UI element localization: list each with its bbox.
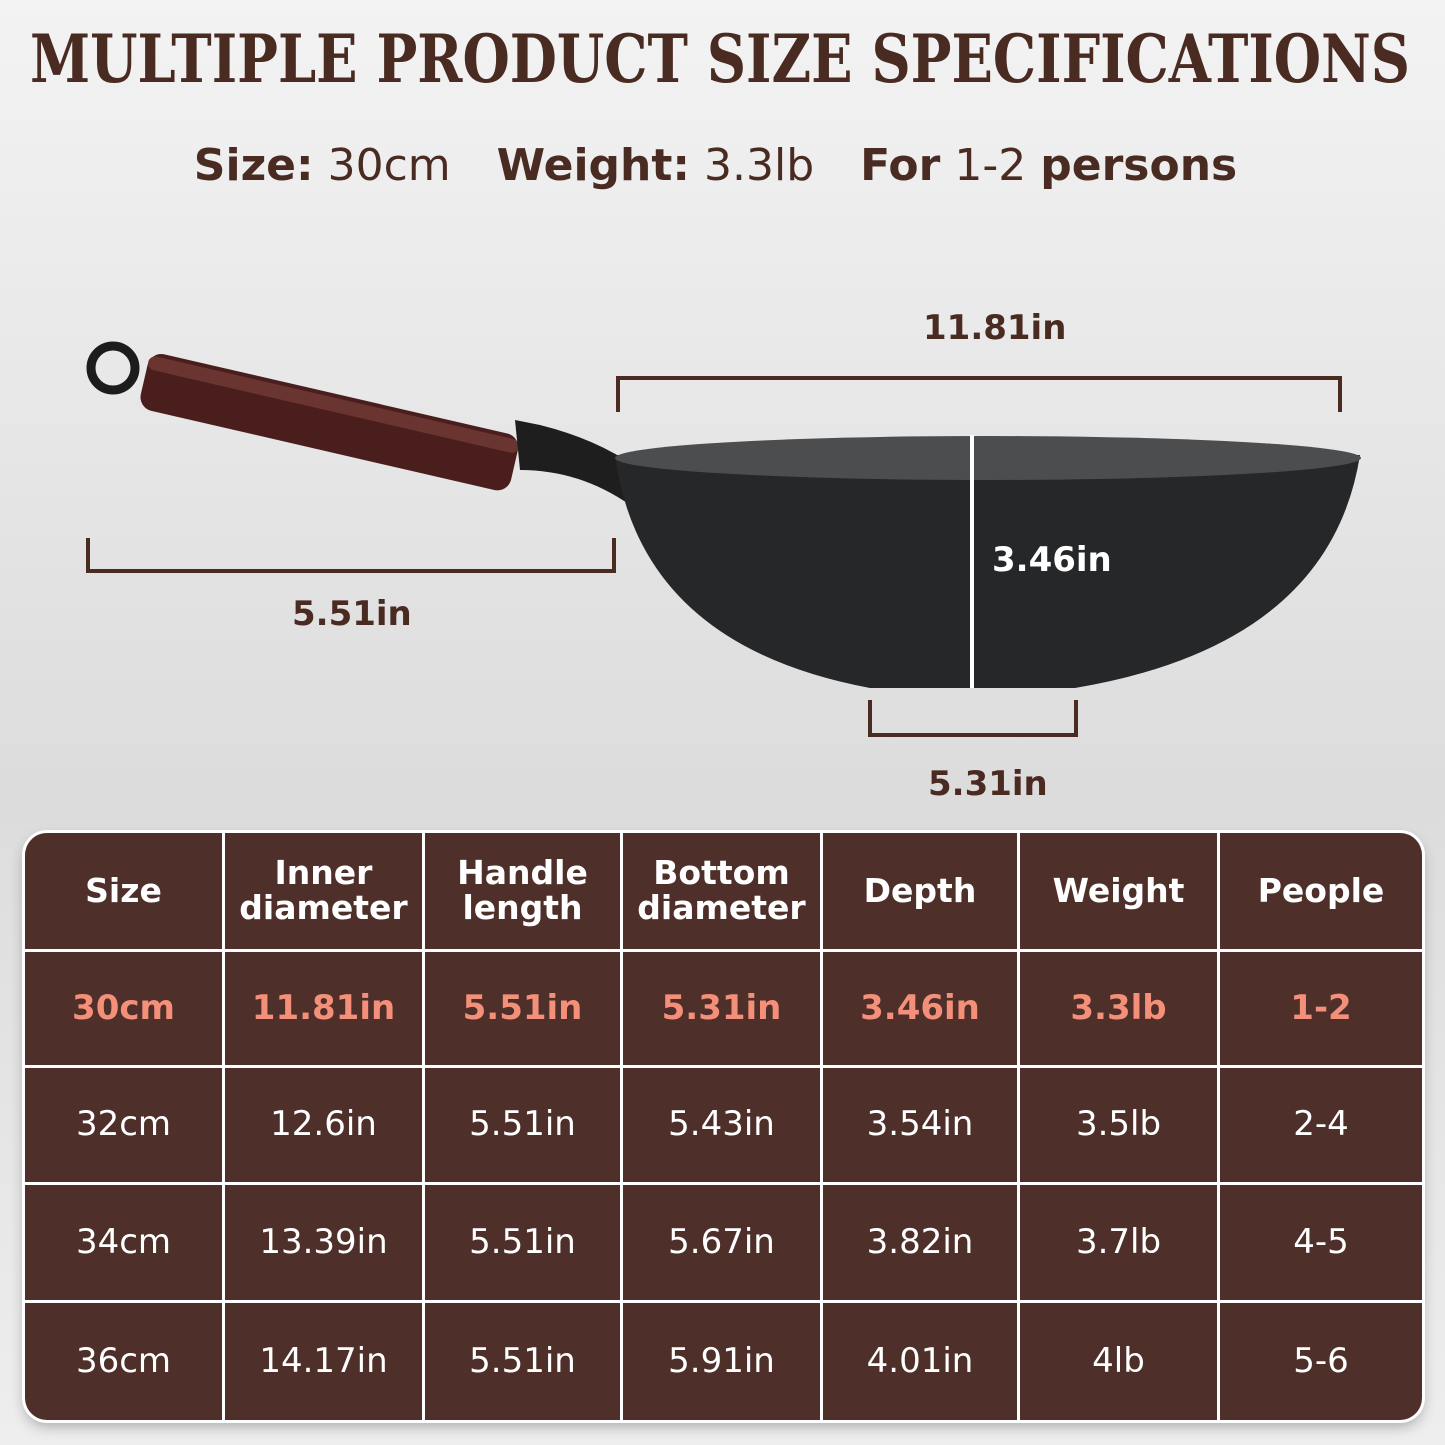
table-cell: 11.81in xyxy=(225,952,425,1068)
table-cell: 3.7lb xyxy=(1020,1185,1220,1303)
table-cell: 13.39in xyxy=(225,1185,425,1303)
spec-text: 3.3lb xyxy=(704,140,815,191)
handle-ring xyxy=(86,341,140,395)
column-header: Weight xyxy=(1020,833,1220,952)
wok-body xyxy=(615,455,1360,688)
table-cell: 36cm xyxy=(25,1303,225,1420)
table-cell: 4.01in xyxy=(823,1303,1020,1420)
spec-text: Size: xyxy=(193,140,314,191)
table-cell: 3.46in xyxy=(823,952,1020,1068)
table-cell: 30cm xyxy=(25,952,225,1068)
dimension-lines xyxy=(86,376,1342,737)
table-cell: 5.67in xyxy=(623,1185,823,1303)
column-header: Size xyxy=(25,833,225,952)
table-cell: 4lb xyxy=(1020,1303,1220,1420)
table-cell: 5.51in xyxy=(425,1068,623,1185)
spec-text: persons xyxy=(1040,140,1238,191)
spec-text: Weight: xyxy=(496,140,691,191)
table-cell: 5-6 xyxy=(1293,1340,1349,1381)
spec-text: 30cm xyxy=(327,140,451,191)
table-cell: 14.17in xyxy=(225,1303,425,1420)
table-cell: 5.31in xyxy=(623,952,823,1068)
table-cell: 3.3lb xyxy=(1020,952,1220,1068)
table-cell: 5.51in xyxy=(425,1303,623,1420)
handle xyxy=(140,353,519,491)
spec-text: For xyxy=(860,140,941,191)
dimension-label: 11.81in xyxy=(923,308,1067,348)
table-cell: 3.54in xyxy=(823,1068,1020,1185)
table-cell: 5.51in xyxy=(425,952,623,1068)
column-header: Depth xyxy=(823,833,1020,952)
table-cell: 5.91in xyxy=(623,1303,823,1420)
table-cell: 1-2 xyxy=(1220,952,1422,1068)
handle-bracket xyxy=(515,420,640,505)
title: MULTIPLE PRODUCT SIZE SPECIFICATIONS xyxy=(30,20,1410,98)
table-cell: 32cm xyxy=(25,1068,225,1185)
column-header: People xyxy=(1220,833,1422,952)
table-cell: 3.5lb xyxy=(1020,1068,1220,1185)
table-cell: 2-4 xyxy=(1220,1068,1422,1185)
table-cell: 12.6in xyxy=(225,1068,425,1185)
table-cell: 34cm xyxy=(25,1185,225,1303)
table-cell: 4-5 xyxy=(1220,1185,1422,1303)
illustration: MULTIPLE PRODUCT SIZE SPECIFICATIONS xyxy=(30,20,1410,737)
wok-rim xyxy=(615,436,1361,480)
column-header: Inner diameter xyxy=(225,833,425,952)
table-cell: 5.51in xyxy=(425,1185,623,1303)
column-header: Bottom diameter xyxy=(623,833,823,952)
spec-table: Size Inner diameter Handle length Bottom di… xyxy=(25,833,1422,1420)
dimension-label: 5.51in xyxy=(292,594,412,634)
dimension-label: 5.31in xyxy=(928,764,1048,804)
spec-text: 1-2 xyxy=(954,140,1027,191)
specs: Size: 30cm Weight: 3.3lb For 1-2 persons xyxy=(0,140,1445,191)
dimension-label: 3.46in xyxy=(992,540,1112,580)
column-header: Handle length xyxy=(425,833,623,952)
table-cell: 5.43in xyxy=(623,1068,823,1185)
table-cell: 3.82in xyxy=(823,1185,1020,1303)
